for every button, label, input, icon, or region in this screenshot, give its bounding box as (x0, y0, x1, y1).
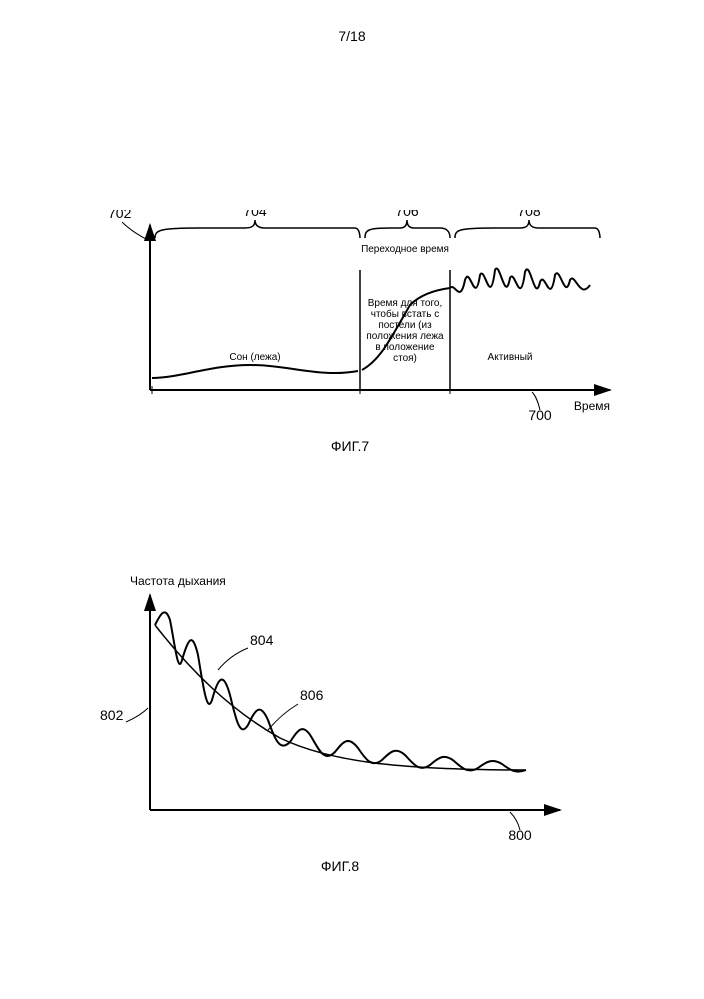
fig7-label-wake-top: Переходное время (361, 244, 449, 255)
fig8-ref-806: 806 (300, 687, 324, 703)
fig7-ref-704: 704 (243, 210, 267, 219)
fig7-label-sleep: Сон (лежа) (229, 352, 280, 363)
fig8-ref-800: 800 (508, 827, 532, 840)
fig7-ref-700: 700 (528, 407, 552, 420)
figure-7: 704 706 708 702 Сон (лежа) Переходное вр… (100, 210, 600, 470)
fig8-ref-802: 802 (100, 707, 124, 723)
fig7-ref-702: 702 (108, 210, 132, 221)
fig7-ref-706: 706 (395, 210, 419, 219)
fig7-curve-active (450, 269, 590, 292)
page-number: 7/18 (0, 28, 704, 44)
fig8-curve (155, 612, 526, 771)
fig7-svg: 704 706 708 702 Сон (лежа) Переходное вр… (100, 210, 620, 420)
fig8-leader-802 (126, 708, 148, 722)
fig8-trend (155, 625, 526, 770)
fig7-brace-704 (155, 220, 360, 238)
fig7-xlabel: Время (574, 399, 610, 413)
fig7-leader-702 (122, 222, 148, 240)
fig7-ref-708: 708 (517, 210, 541, 219)
fig7-label-wake-inner: Время для того,чтобы встать спостели (из… (366, 298, 444, 364)
fig7-label-active: Активный (488, 352, 533, 363)
fig8-ref-804: 804 (250, 632, 274, 648)
fig7-caption: ФИГ.7 (100, 438, 600, 454)
fig7-curve-sleep (152, 365, 358, 378)
fig8-leader-804 (218, 648, 248, 670)
fig7-brace-706 (365, 220, 450, 238)
fig8-svg: Частота дыхания 802 804 806 800 (100, 570, 580, 840)
fig7-brace-708 (455, 220, 600, 238)
fig8-caption: ФИГ.8 (100, 858, 580, 874)
figure-8: Частота дыхания 802 804 806 800 ФИГ.8 (100, 570, 580, 870)
fig8-ylabel: Частота дыхания (130, 574, 226, 588)
fig8-leader-806 (268, 704, 298, 730)
